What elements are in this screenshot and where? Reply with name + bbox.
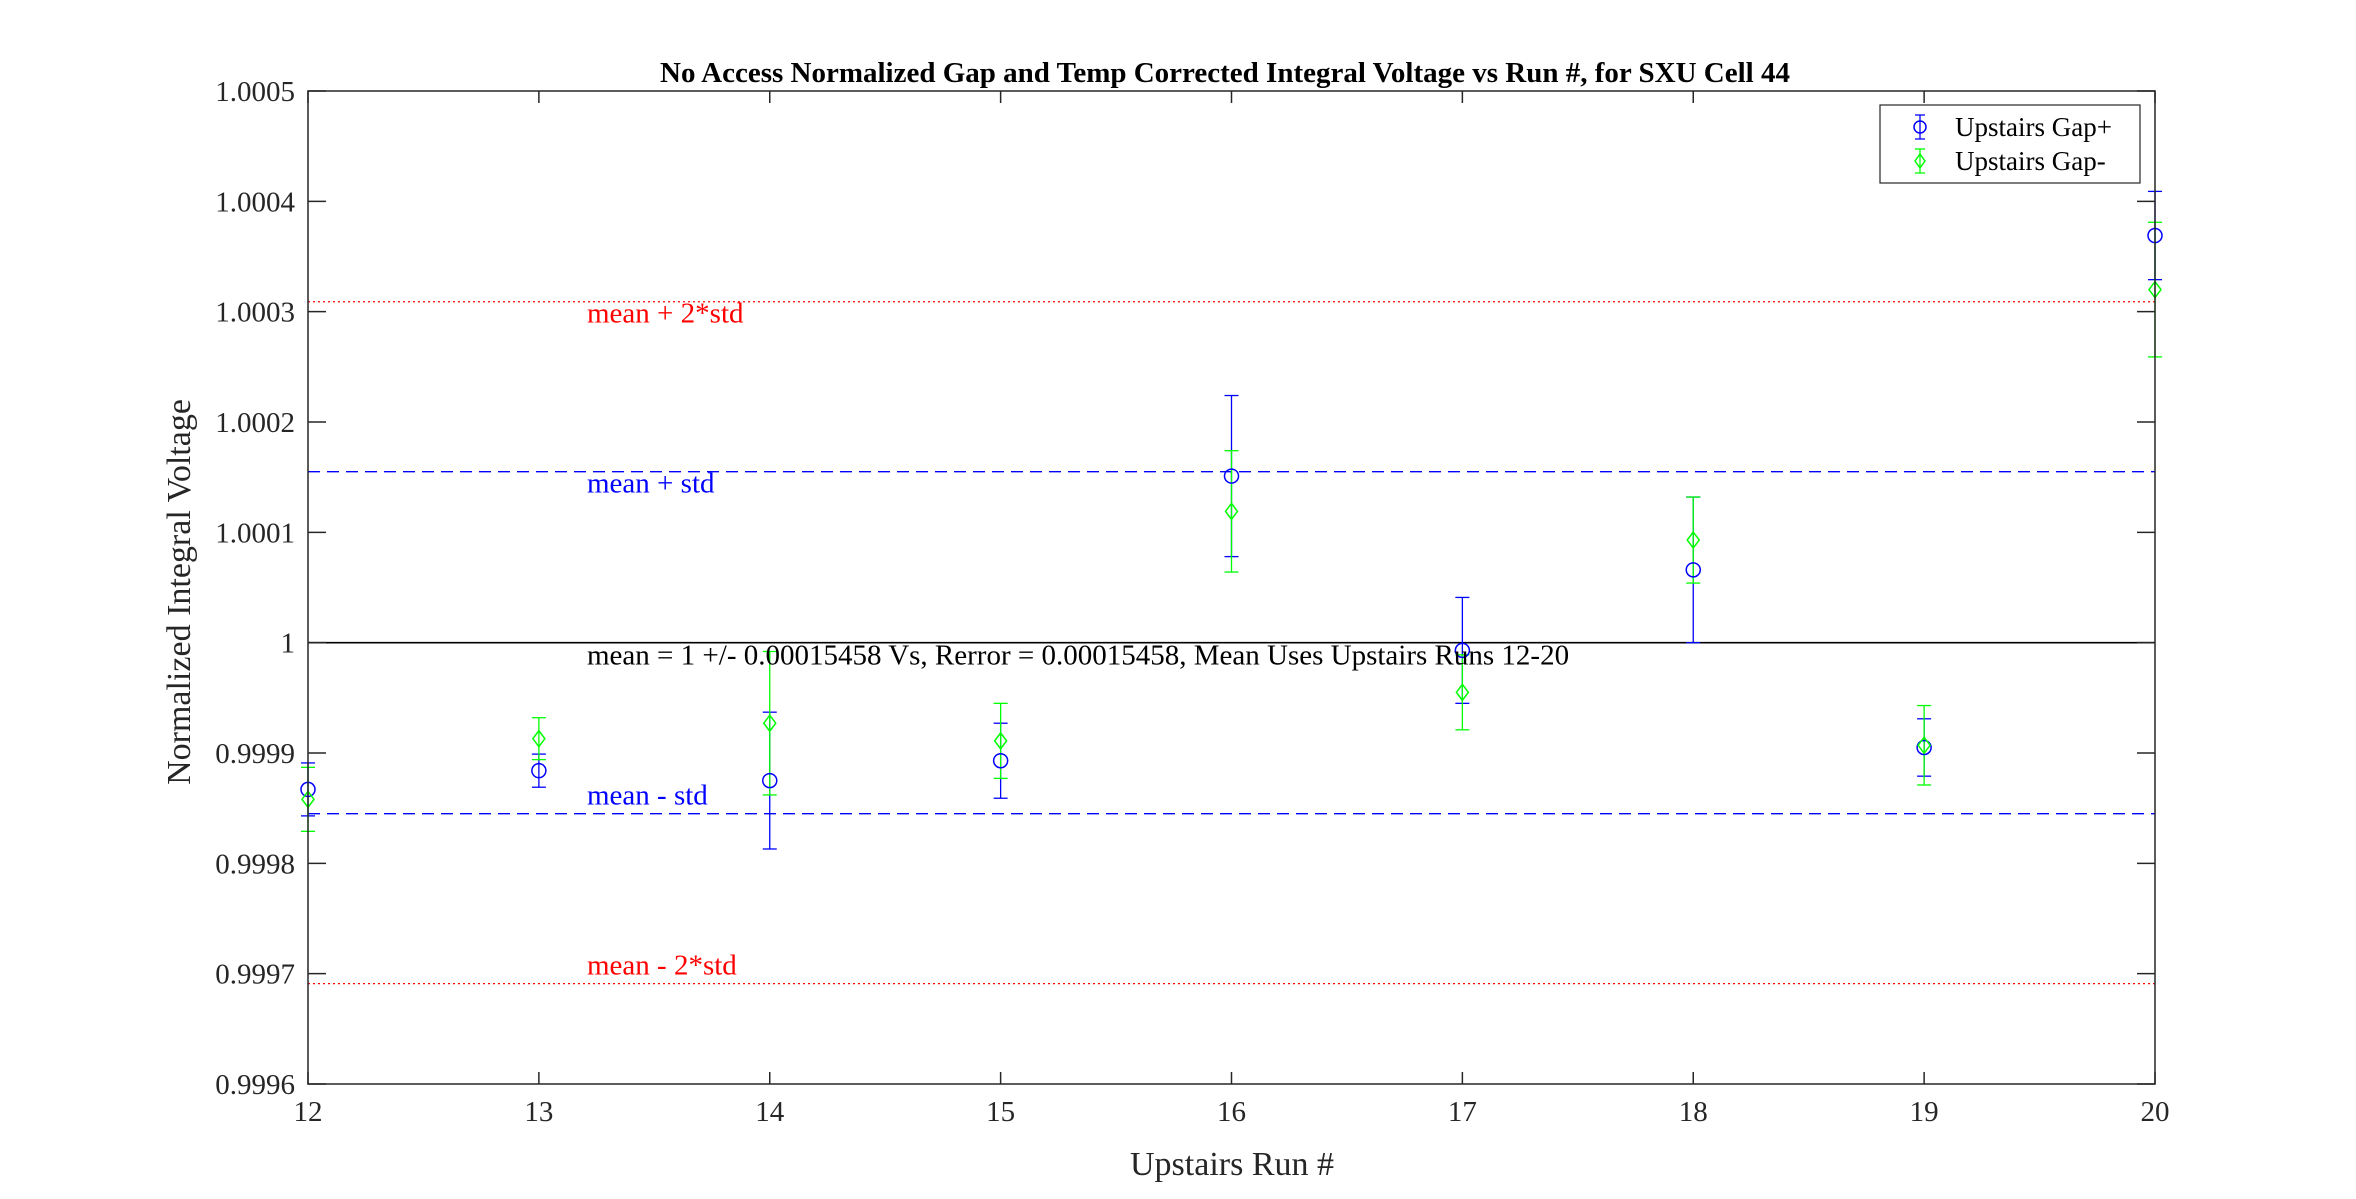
data-point-s0-5 <box>1454 642 1471 659</box>
y-tick-label-4: 1 <box>281 628 296 660</box>
x-tick-label-7: 19 <box>1910 1096 1939 1128</box>
legend: Upstairs Gap+ Upstairs Gap- <box>1879 104 2141 184</box>
error-bar-s1-6 <box>1686 496 1701 584</box>
x-tick-label-0: 12 <box>294 1096 323 1128</box>
data-point-s1-4 <box>1224 502 1239 521</box>
legend-marker-1 <box>1914 152 1926 170</box>
y-tick-label-9: 1.0005 <box>215 76 295 108</box>
y-tick-label-2: 0.9998 <box>215 848 295 880</box>
y-tick-label-8: 1.0004 <box>215 186 295 218</box>
reference-label-3: mean - std <box>587 780 708 812</box>
data-point-s1-6 <box>1686 530 1701 550</box>
data-point-s1-5 <box>1455 683 1470 702</box>
legend-label-1: Upstairs Gap- <box>1955 146 2106 176</box>
x-tick-label-8: 20 <box>2141 1096 2170 1128</box>
data-point-s0-3 <box>992 752 1009 769</box>
x-tick-label-3: 15 <box>986 1096 1015 1128</box>
y-axis-title: Normalized Integral Voltage <box>161 399 198 785</box>
annotations: mean + 2*std mean + std mean = 1 +/- 0.000… <box>587 298 1569 982</box>
x-axis-title: Upstairs Run # <box>1130 1146 1334 1183</box>
error-bar-s1-7 <box>1917 704 1932 786</box>
x-tick-label-6: 18 <box>1679 1096 1708 1128</box>
y-tick-label-0: 0.9996 <box>215 1069 295 1101</box>
data-point-s1-3 <box>993 731 1008 751</box>
data-point-s1-2 <box>762 713 777 733</box>
data-point-s0-2 <box>762 772 778 789</box>
data-point-s0-1 <box>531 762 547 779</box>
reference-label-0: mean + 2*std <box>587 298 744 330</box>
error-bar-s1-2 <box>762 650 777 796</box>
x-tick-label-4: 16 <box>1217 1096 1246 1128</box>
legend-marker-0 <box>1913 120 1927 134</box>
x-tick-label-1: 13 <box>524 1096 553 1128</box>
reference-label-1: mean + std <box>587 468 715 500</box>
y-tick-label-3: 0.9999 <box>215 738 295 770</box>
y-tick-labels: 0.9996 0.9997 0.9998 0.9999 1 1.0001 1.0002 1.0… <box>215 76 295 1101</box>
x-tick-label-5: 17 <box>1448 1096 1477 1128</box>
error-bar-s1-4 <box>1224 450 1239 573</box>
data-point-s0-4 <box>1223 468 1240 484</box>
error-bar-s1-3 <box>993 702 1008 780</box>
y-tick-label-1: 0.9997 <box>215 959 295 991</box>
data-point-s1-7 <box>1917 736 1932 755</box>
legend-label-0: Upstairs Gap+ <box>1955 112 2112 142</box>
reference-label-2: mean = 1 +/- 0.00015458 Vs, Rerror = 0.0… <box>587 640 1569 672</box>
y-tick-label-5: 1.0001 <box>215 517 295 549</box>
legend-box <box>1879 104 2141 184</box>
error-bar-s1-1 <box>531 717 546 761</box>
y-tick-label-6: 1.0002 <box>215 407 295 439</box>
x-tick-labels: 12 13 14 15 16 17 18 19 20 <box>294 1096 2170 1128</box>
plot-frame <box>307 90 2156 1085</box>
data-point-s1-1 <box>531 729 546 748</box>
y-tick-label-7: 1.0003 <box>215 297 295 329</box>
chart-title: No Access Normalized Gap and Temp Correc… <box>660 57 1790 89</box>
x-tick-label-2: 14 <box>755 1096 785 1128</box>
data-point-s0-6 <box>1685 562 1701 578</box>
reference-label-4: mean - 2*std <box>587 950 737 982</box>
